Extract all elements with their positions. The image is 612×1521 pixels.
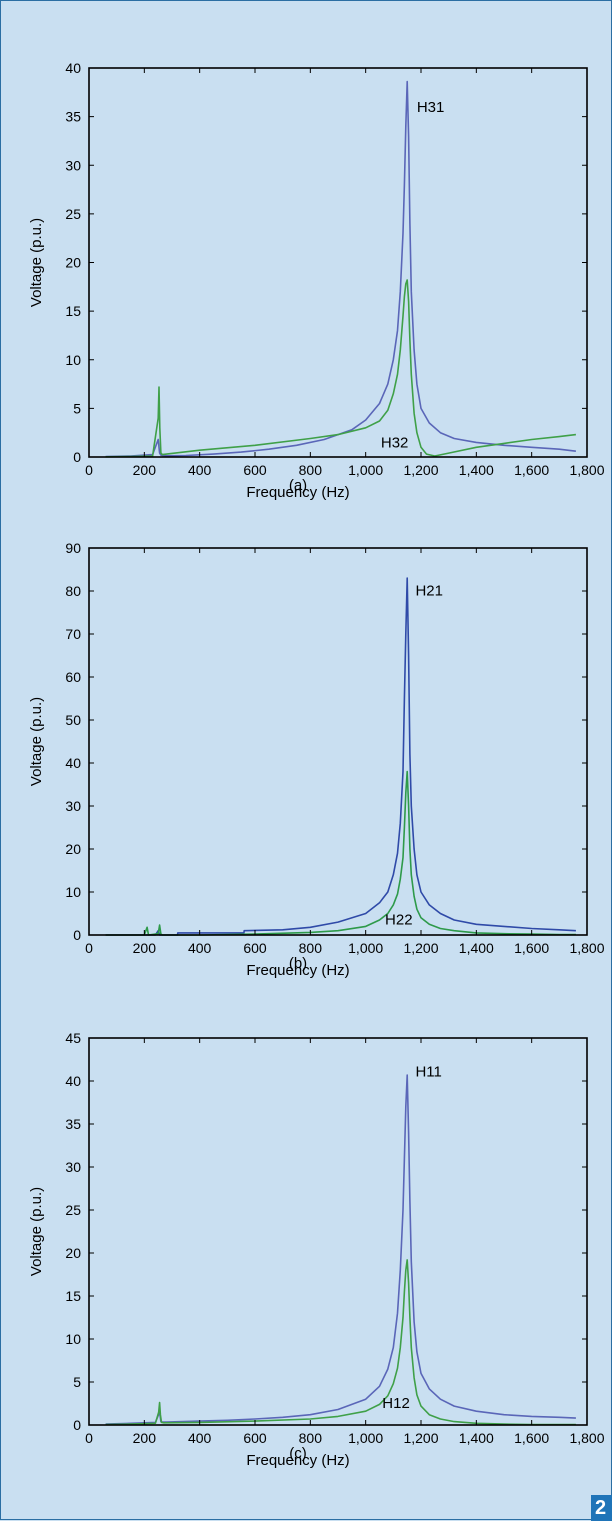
y-tick-label: 40 (65, 1073, 81, 1089)
x-tick-label: 1,800 (569, 462, 604, 478)
plot-area (89, 68, 587, 457)
panel-caption: (a) (289, 477, 307, 494)
y-axis-label: Voltage (p.u.) (28, 1187, 45, 1276)
series-line-2 (105, 1259, 576, 1426)
figure-number-badge: 2 (591, 1495, 612, 1521)
y-tick-label: 45 (65, 1030, 81, 1046)
x-tick-label: 1,800 (569, 940, 604, 956)
y-tick-label: 20 (65, 255, 81, 271)
x-tick-label: 800 (299, 940, 323, 956)
y-tick-label: 15 (65, 303, 81, 319)
x-tick-label: 200 (133, 1430, 157, 1446)
plot-area (89, 1038, 587, 1425)
curve-annotation: H32 (381, 434, 409, 451)
x-tick-label: 1,600 (514, 940, 549, 956)
y-axis-label: Voltage (p.u.) (28, 697, 45, 786)
y-tick-label: 10 (65, 352, 81, 368)
x-tick-label: 200 (133, 462, 157, 478)
chart-panel-3: 0 200 400 600 800 1,000 1,200 1,400 1,600 1,800 0 5… (28, 1030, 605, 1469)
y-tick-label: 90 (65, 540, 81, 556)
y-tick-label: 20 (65, 841, 81, 857)
y-tick-label: 20 (65, 1245, 81, 1261)
x-tick-label: 1,200 (403, 462, 438, 478)
x-tick-label: 200 (133, 940, 157, 956)
x-tick-label: 600 (243, 462, 267, 478)
x-tick-label: 1,000 (348, 940, 383, 956)
x-tick-label: 800 (299, 462, 323, 478)
x-axis-label: Frequency (Hz) (246, 484, 349, 501)
y-tick-label: 60 (65, 669, 81, 685)
plot-area (89, 548, 587, 935)
x-tick-label: 800 (299, 1430, 323, 1446)
y-tick-label: 70 (65, 626, 81, 642)
chart-panel-2: 0 200 400 600 800 1,000 1,200 1,400 1,600 1,800 0 1… (28, 540, 605, 979)
y-tick-label: 25 (65, 206, 81, 222)
y-tick-label: 40 (65, 755, 81, 771)
curve-annotation: H12 (382, 1395, 410, 1412)
x-tick-label: 1,200 (403, 940, 438, 956)
x-tick-label: 1,400 (459, 940, 494, 956)
y-tick-label: 15 (65, 1288, 81, 1304)
y-tick-label: 30 (65, 1159, 81, 1175)
x-tick-label: 1,200 (403, 1430, 438, 1446)
y-tick-label: 0 (73, 1417, 81, 1433)
curve-annotation: H11 (415, 1064, 441, 1081)
x-tick-label: 0 (85, 940, 93, 956)
y-tick-label: 10 (65, 884, 81, 900)
y-tick-label: 10 (65, 1331, 81, 1347)
y-axis-label: Voltage (p.u.) (28, 218, 45, 307)
x-tick-label: 1,000 (348, 1430, 383, 1446)
series-line-1 (105, 80, 576, 458)
y-tick-label: 35 (65, 109, 81, 125)
series-line-2 (105, 770, 576, 936)
y-tick-label: 30 (65, 157, 81, 173)
curve-annotation: H31 (417, 99, 445, 116)
x-tick-label: 400 (188, 940, 212, 956)
x-tick-label: 600 (243, 1430, 267, 1446)
axes-frame (88, 547, 588, 936)
y-tick-label: 5 (73, 1374, 81, 1390)
y-tick-label: 50 (65, 712, 81, 728)
x-axis-label: Frequency (Hz) (246, 1452, 349, 1469)
y-tick-label: 5 (73, 400, 81, 416)
x-tick-label: 600 (243, 940, 267, 956)
y-tick-label: 35 (65, 1116, 81, 1132)
y-tick-label: 40 (65, 60, 81, 76)
x-tick-label: 0 (85, 462, 93, 478)
x-tick-label: 0 (85, 1430, 93, 1446)
y-tick-label: 80 (65, 583, 81, 599)
series-line-2 (105, 279, 576, 458)
panel-caption: (b) (289, 955, 307, 972)
panel-caption: (c) (289, 1445, 307, 1462)
chart-panel-1: 0 200 400 600 800 1,000 1,200 1,400 1,600 1,800 0 5… (28, 60, 605, 501)
x-tick-label: 1,000 (348, 462, 383, 478)
y-tick-label: 0 (73, 927, 81, 943)
x-tick-label: 1,400 (459, 1430, 494, 1446)
y-tick-label: 30 (65, 798, 81, 814)
y-tick-label: 0 (73, 449, 81, 465)
x-tick-label: 1,400 (459, 462, 494, 478)
x-tick-label: 1,600 (514, 1430, 549, 1446)
x-tick-label: 1,800 (569, 1430, 604, 1446)
curve-annotation: H21 (415, 582, 443, 599)
x-tick-label: 400 (188, 1430, 212, 1446)
y-tick-label: 25 (65, 1202, 81, 1218)
x-axis-label: Frequency (Hz) (246, 962, 349, 979)
x-tick-label: 400 (188, 462, 212, 478)
x-tick-label: 1,600 (514, 462, 549, 478)
curve-annotation: H22 (385, 911, 413, 928)
axes-frame (88, 1037, 588, 1426)
